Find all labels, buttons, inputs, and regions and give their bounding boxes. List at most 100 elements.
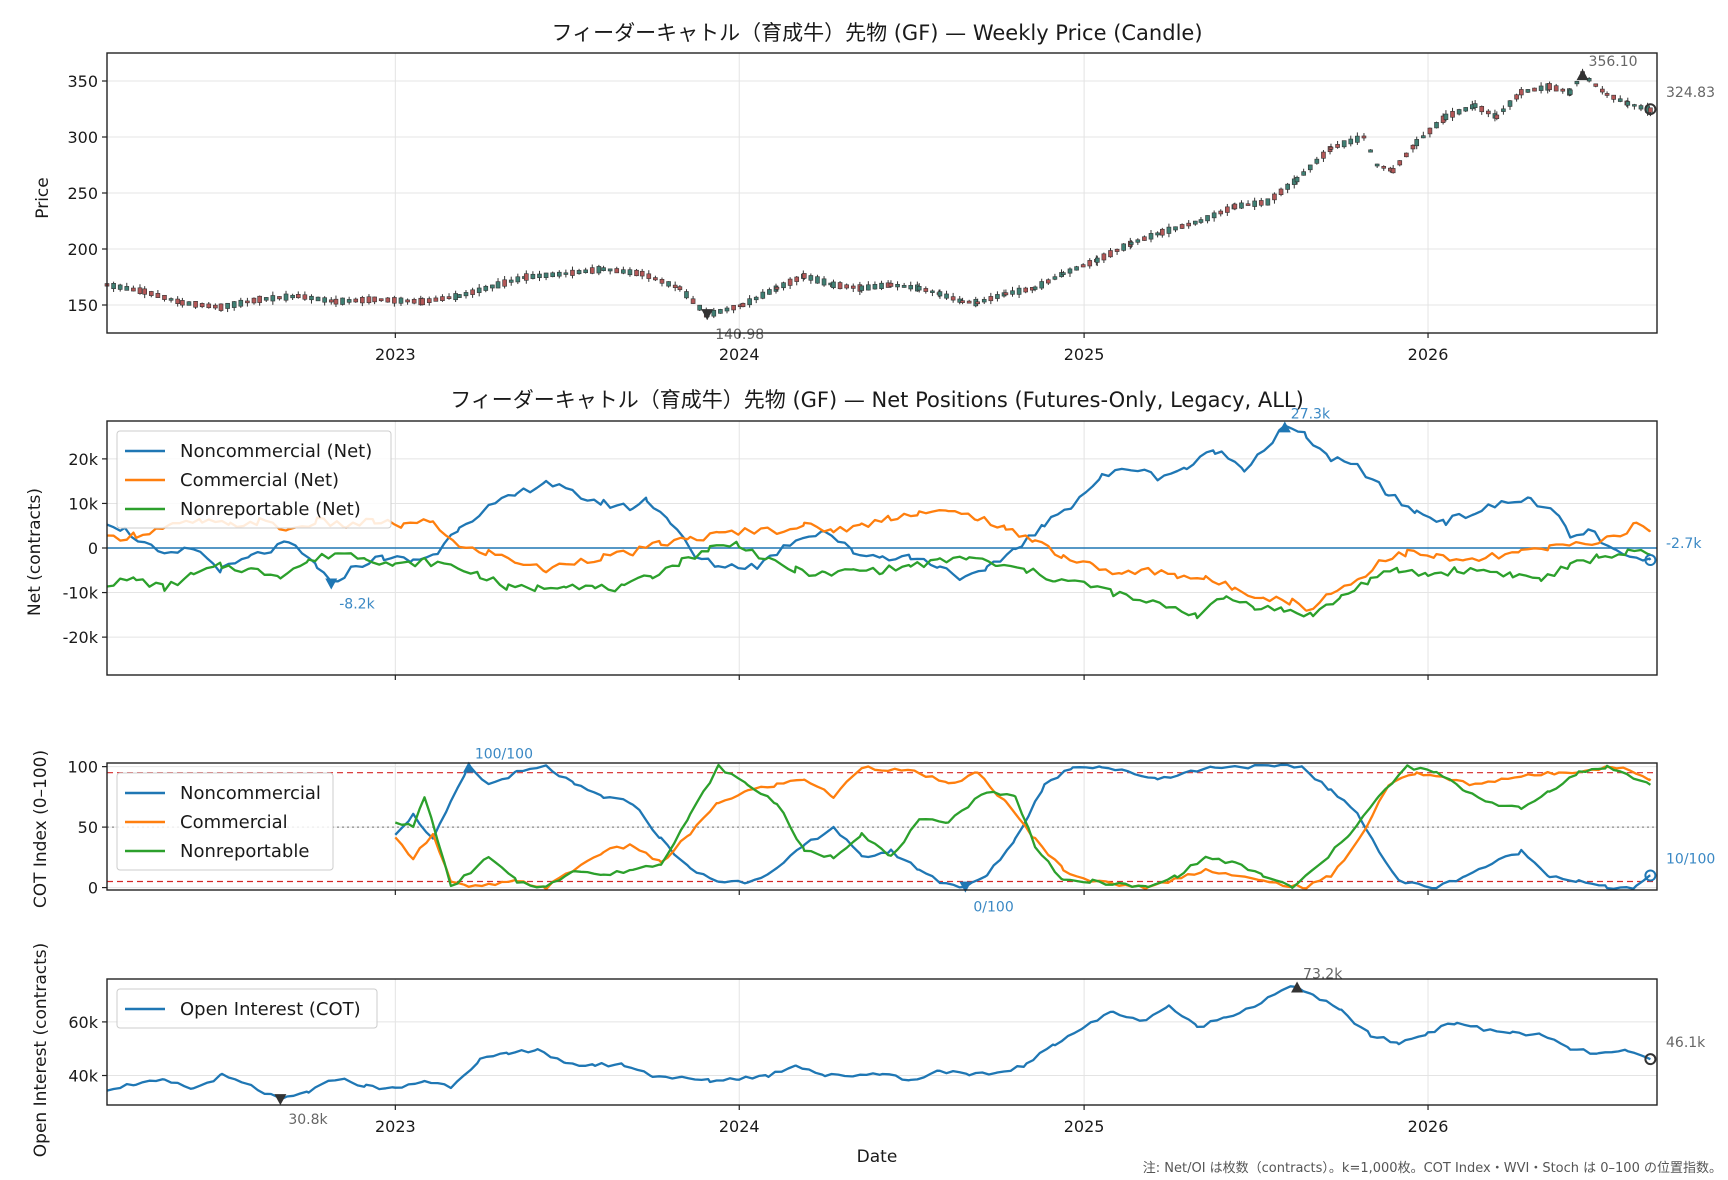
legend-label: Noncommercial (Net) xyxy=(180,441,372,462)
annotation-min: 30.8k xyxy=(274,1094,329,1128)
candle xyxy=(1604,91,1610,98)
min-marker xyxy=(274,1094,287,1106)
candle xyxy=(530,271,536,280)
candle xyxy=(888,280,894,288)
candle xyxy=(392,295,397,307)
candle xyxy=(1095,255,1100,267)
y-tick-label: 20k xyxy=(68,450,98,469)
candle xyxy=(175,296,180,307)
annotation-last: 46.1k xyxy=(1644,1035,1706,1066)
candle xyxy=(1538,82,1544,94)
y-tick-label: 150 xyxy=(67,296,98,315)
candle xyxy=(1046,278,1051,285)
candle xyxy=(677,285,683,292)
candle xyxy=(697,304,702,311)
candle xyxy=(831,279,836,290)
annotation-max: 356.10 xyxy=(1576,54,1638,81)
legend-box xyxy=(116,772,334,871)
candle xyxy=(731,305,736,314)
candle xyxy=(231,301,237,311)
candle xyxy=(1381,165,1387,171)
annotation-label: 100/100 xyxy=(475,747,533,763)
candle xyxy=(1186,220,1192,229)
y-tick-label: 0 xyxy=(88,539,98,558)
candle xyxy=(1532,87,1537,92)
candle xyxy=(1166,223,1172,238)
net-positions-panel: フィーダーキャトル（育成牛）先物 (GF) — Net Positions (F… xyxy=(25,388,1702,680)
candle xyxy=(446,293,452,300)
candle xyxy=(1016,285,1022,299)
candle xyxy=(1328,143,1334,151)
candle xyxy=(550,271,555,278)
candle xyxy=(1514,93,1519,102)
candle xyxy=(168,297,174,303)
candle xyxy=(1361,133,1367,141)
candle xyxy=(1397,160,1403,167)
candle xyxy=(155,290,161,298)
candle xyxy=(295,291,301,299)
candle xyxy=(960,297,965,305)
series-line-noncommercial-net- xyxy=(106,424,1652,583)
candle xyxy=(180,297,185,308)
candle xyxy=(1101,252,1107,264)
price-chart-title: フィーダーキャトル（育成牛）先物 (GF) — Weekly Price (Ca… xyxy=(551,21,1202,45)
candle xyxy=(1486,109,1491,118)
candle xyxy=(333,295,339,307)
candle xyxy=(563,269,569,278)
candle xyxy=(1003,289,1009,296)
min-marker xyxy=(959,881,972,893)
candle xyxy=(1052,273,1058,281)
candle xyxy=(1225,203,1230,216)
price-plot-frame xyxy=(106,52,1658,334)
candle xyxy=(199,302,205,309)
candle xyxy=(930,289,935,297)
candle xyxy=(767,287,772,295)
candle xyxy=(225,302,230,313)
candle xyxy=(1294,175,1300,185)
y-tick-label: -20k xyxy=(63,628,99,647)
legend-label: Nonreportable xyxy=(180,841,309,862)
candle xyxy=(724,306,730,314)
net-positions-y-axis-label: Net (contracts) xyxy=(25,488,45,616)
candle xyxy=(1501,105,1506,115)
candle xyxy=(1160,227,1165,238)
candle xyxy=(1456,108,1462,116)
x-tick-label: 2024 xyxy=(719,345,760,364)
candle xyxy=(524,270,529,284)
candle xyxy=(543,272,549,281)
x-axis-label: Date xyxy=(857,1147,898,1167)
min-marker xyxy=(325,578,338,590)
candle xyxy=(398,296,404,307)
candle xyxy=(1525,89,1531,93)
candle xyxy=(666,281,671,288)
candle xyxy=(1638,103,1644,112)
candle xyxy=(837,281,843,290)
candle xyxy=(124,282,130,291)
candle xyxy=(850,283,856,293)
y-tick-label: 40k xyxy=(68,1067,98,1086)
annotation-last: -2.7k xyxy=(1644,536,1702,567)
candle xyxy=(1374,163,1380,168)
annotation-last: 10/100 xyxy=(1644,851,1715,882)
candle xyxy=(753,295,759,304)
candle xyxy=(1574,80,1580,87)
y-tick-label: 350 xyxy=(67,72,98,91)
candle xyxy=(944,290,949,300)
series-line-open-interest-cot- xyxy=(106,985,1651,1101)
candle xyxy=(718,308,723,314)
candle xyxy=(309,294,314,304)
candle xyxy=(1507,100,1513,110)
annotation-label: 0/100 xyxy=(973,900,1013,916)
candle xyxy=(1434,121,1439,129)
candle xyxy=(627,267,633,277)
candle xyxy=(1335,140,1340,149)
candle xyxy=(1494,111,1500,121)
candle xyxy=(1600,86,1605,95)
candle xyxy=(1519,86,1524,99)
candle xyxy=(672,281,678,292)
candle xyxy=(1258,197,1264,208)
candle xyxy=(1128,240,1134,249)
price-y-axis-label: Price xyxy=(33,177,53,218)
candle xyxy=(988,292,994,305)
